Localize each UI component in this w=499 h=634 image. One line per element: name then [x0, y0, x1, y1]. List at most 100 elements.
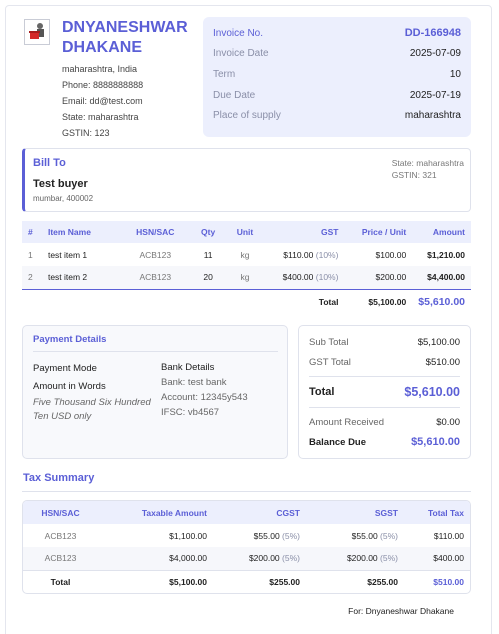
item-gst-amount: $400.00 — [282, 272, 314, 283]
item-gst-rate: (10%) — [315, 249, 339, 260]
payment-mode-label: Payment Mode — [33, 363, 97, 374]
tax-hsn: ACB123 — [23, 547, 98, 570]
tax-total: $110.00 — [433, 530, 464, 541]
invoice-date-row: Invoice Date 2025-07-09 — [213, 44, 461, 65]
row-number: 2 — [22, 266, 42, 289]
tax-total-taxable: $5,100.00 — [98, 569, 213, 593]
item-unit: kg — [225, 266, 265, 289]
tax-cgst-amount: $55.00 — [253, 530, 280, 541]
item-amount: $4,400.00 — [412, 266, 471, 289]
tax-summary-title: Tax Summary — [23, 472, 95, 484]
tax-total-cgst: $255.00 — [213, 569, 306, 593]
items-total-row: Total $5,100.00 $5,610.00 — [22, 288, 471, 315]
tax-sgst-rate: (5%) — [380, 530, 398, 541]
items-total-label: Total — [264, 288, 345, 315]
invoice-meta-box: Invoice No. DD-166948 Invoice Date 2025-… — [203, 17, 471, 137]
company-location: maharashtra, India — [62, 64, 138, 74]
buyer-gstin: GSTIN: 321 — [391, 170, 437, 180]
tax-sgst: $200.00 (5%) — [306, 547, 404, 570]
col-header: Item Name — [41, 221, 120, 243]
company-name: DNYANESHWAR DHAKANE — [62, 19, 188, 56]
amount-in-words: Five Thousand Six Hundred Ten USD only — [33, 397, 151, 422]
grand-total-label: Total — [309, 386, 335, 398]
payment-details-section: Payment Details Payment Mode Amount in W… — [22, 325, 288, 459]
table-row: ACB123 $1,100.00 $55.00 (5%) $55.00 (5%)… — [23, 524, 470, 547]
term-value: 10 — [449, 68, 461, 80]
col-header: Amount — [412, 221, 471, 243]
tax-cgst: $55.00 (5%) — [213, 524, 306, 547]
col-header: Qty — [191, 221, 226, 243]
gst-total: $510.00 — [425, 356, 460, 368]
tax-total-row: Total $5,100.00 $255.00 $255.00 $510.00 — [23, 569, 470, 593]
col-header: HSN/SAC — [23, 501, 98, 524]
place-of-supply: maharashtra — [404, 110, 461, 122]
tax-cgst-amount: $200.00 — [248, 553, 280, 564]
company-gstin: GSTIN: 123 — [62, 128, 110, 138]
col-header: Unit — [225, 221, 265, 243]
items-table: # Item Name HSN/SAC Qty Unit GST Price /… — [22, 221, 471, 315]
bill-to-title: Bill To — [33, 157, 66, 169]
buyer-address: mumbar, 400002 — [33, 194, 94, 203]
item-gst: $110.00 (10%) — [265, 243, 345, 266]
invoice-date-label: Invoice Date — [213, 48, 269, 60]
items-total-amount: $5,610.00 — [412, 288, 471, 315]
col-header: HSN/SAC — [119, 221, 192, 243]
bank-ifsc: IFSC: vb4567 — [161, 407, 220, 418]
table-row: ACB123 $4,000.00 $200.00 (5%) $200.00 (5… — [23, 547, 470, 570]
amount-in-words-label: Amount in Words — [33, 381, 106, 392]
place-of-supply-label: Place of supply — [213, 110, 281, 122]
invoice-number: DD-166948 — [404, 27, 461, 40]
company-email: Email: dd@test.com — [62, 96, 143, 106]
company-info: maharashtra, India Phone: 8888888888 Ema… — [62, 61, 143, 141]
term-label: Term — [213, 68, 236, 80]
buyer-name: Test buyer — [33, 178, 88, 190]
payment-details-title: Payment Details — [33, 334, 278, 352]
invoice-number-row: Invoice No. DD-166948 — [213, 23, 461, 44]
col-header: Price / Unit — [344, 221, 413, 243]
bank-details-label: Bank Details — [161, 362, 215, 373]
item-price: $200.00 — [344, 266, 413, 289]
grand-total-row: Total $5,610.00 — [309, 376, 460, 408]
company-phone: Phone: 8888888888 — [62, 80, 144, 90]
col-header: CGST — [213, 501, 306, 524]
item-gst-amount: $110.00 — [283, 249, 314, 260]
invoice-number-label: Invoice No. — [213, 27, 264, 39]
sub-total: $5,100.00 — [417, 336, 460, 348]
tax-hsn: ACB123 — [44, 530, 77, 541]
due-date-row: Due Date 2025-07-19 — [213, 85, 461, 106]
row-number: 1 — [28, 249, 33, 260]
tax-cgst-rate: (5%) — [282, 530, 300, 541]
item-name: test item 2 — [41, 266, 120, 289]
grand-total: $5,610.00 — [404, 385, 460, 399]
divider — [22, 491, 471, 492]
due-date: 2025-07-19 — [409, 89, 461, 101]
item-hsn: ACB123 — [139, 249, 172, 260]
company-state: State: maharashtra — [62, 112, 139, 122]
tax-summary-section: HSN/SAC Taxable Amount CGST SGST Total T… — [22, 500, 471, 594]
col-header: Total Tax — [404, 501, 470, 524]
buyer-tax-info: State: maharashtra GSTIN: 321 — [392, 157, 464, 181]
items-header-row: # Item Name HSN/SAC Qty Unit GST Price /… — [22, 221, 471, 243]
col-header: GST — [264, 221, 345, 243]
item-gst-rate: (10%) — [315, 272, 339, 283]
sub-total-row: Sub Total $5,100.00 — [309, 332, 460, 352]
tax-cgst-rate: (5%) — [282, 553, 300, 564]
item-name: test item 1 — [47, 249, 88, 260]
bank-name: Bank: test bank — [161, 377, 227, 388]
tax-total-sgst: $255.00 — [306, 569, 404, 593]
amount-received-label: Amount Received — [309, 416, 384, 428]
amount-received: $0.00 — [436, 416, 460, 428]
tax-total: $400.00 — [404, 547, 470, 570]
tax-summary-table: HSN/SAC Taxable Amount CGST SGST Total T… — [23, 501, 470, 593]
item-price: $100.00 — [375, 249, 407, 260]
item-qty: 20 — [191, 266, 226, 289]
signature-line: For: Dnyaneshwar Dhakane — [348, 606, 454, 616]
col-header: SGST — [306, 501, 404, 524]
due-date-label: Due Date — [213, 89, 256, 101]
invoice-date: 2025-07-09 — [409, 48, 461, 60]
balance-due-label: Balance Due — [309, 436, 367, 448]
tax-sgst-rate: (5%) — [380, 553, 398, 564]
item-unit: kg — [240, 249, 250, 260]
place-of-supply-row: Place of supply maharashtra — [213, 105, 461, 126]
sub-total-label: Sub Total — [309, 336, 349, 348]
